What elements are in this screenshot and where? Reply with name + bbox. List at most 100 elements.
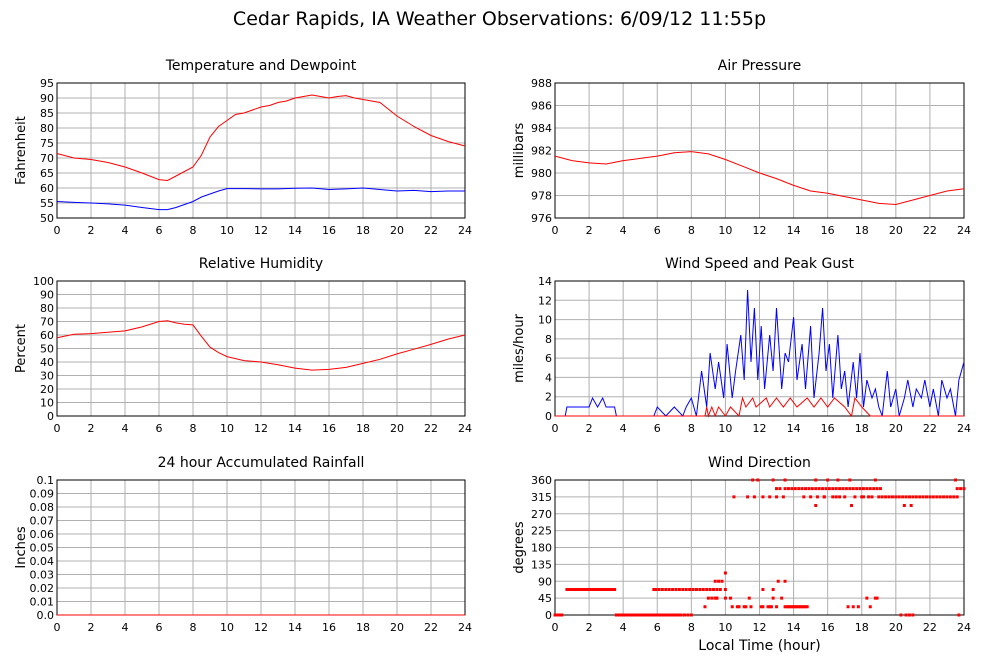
wind-direction-xtick-label: 18	[855, 621, 869, 634]
air-pressure-ytick-label: 988	[531, 77, 552, 90]
air-pressure-ytick-label: 978	[531, 190, 552, 203]
wind-direction-point	[664, 613, 668, 617]
wind-direction-point	[793, 605, 797, 609]
wind-direction-point	[723, 571, 727, 575]
wind-direction-point	[855, 487, 859, 491]
wind-direction-point	[809, 495, 813, 499]
air-pressure-xtick-label: 22	[923, 224, 937, 237]
wind-direction-point	[771, 596, 775, 600]
wind-direction-point	[609, 588, 613, 591]
wind-direction-point	[804, 605, 808, 609]
relative-humidity-ytick-label: 100	[33, 275, 54, 288]
wind-direction-point	[660, 613, 664, 617]
air-pressure-xtick-label: 2	[586, 224, 593, 237]
wind-direction-point	[645, 613, 649, 617]
wind-speed-and-peak-gust-series-line-0	[564, 289, 965, 417]
wind-direction-point	[938, 495, 942, 499]
wind-direction-point	[555, 613, 559, 617]
wind-direction-point	[660, 588, 664, 591]
temperature-and-dewpoint-xtick-label: 16	[322, 224, 336, 237]
wind-direction-point	[689, 613, 693, 617]
temperature-and-dewpoint-xtick-label: 0	[54, 224, 61, 237]
wind-direction-point	[691, 588, 695, 591]
air-pressure-title: Air Pressure	[718, 58, 801, 74]
wind-direction-point	[959, 487, 963, 491]
air-pressure-ylabel: millibars	[512, 123, 527, 179]
wind-direction-point	[873, 596, 877, 600]
wind-direction-xtick-label: 2	[586, 621, 593, 634]
wind-direction-point	[701, 588, 705, 591]
wind-direction-point	[667, 613, 671, 617]
wind-direction-point	[834, 495, 838, 499]
wind-direction-point	[694, 588, 698, 591]
wind-speed-and-peak-gust-xtick-label: 20	[889, 422, 903, 435]
wind-direction-point	[783, 579, 787, 583]
wind-direction-point	[788, 605, 792, 609]
wind-direction-point	[800, 605, 804, 609]
wind-direction-point	[684, 588, 688, 591]
wind-direction-xtick-label: 8	[688, 621, 695, 634]
wind-direction-point	[948, 495, 952, 499]
wind-direction-point	[783, 605, 787, 609]
wind-direction-point	[735, 605, 739, 609]
temperature-and-dewpoint-ytick-label: 55	[40, 197, 54, 210]
wind-direction-point	[798, 605, 802, 609]
air-pressure-xtick-label: 10	[718, 224, 732, 237]
wind-direction-point	[737, 605, 741, 609]
wind-direction-point	[952, 495, 956, 499]
wind-direction-point	[850, 504, 854, 507]
wind-direction-point	[606, 588, 610, 591]
wind-direction-point	[567, 588, 571, 591]
wind-direction-point	[942, 495, 946, 499]
relative-humidity-xtick-label: 2	[88, 422, 95, 435]
24-hour-accumulated-rainfall-xtick-label: 10	[220, 621, 234, 634]
relative-humidity-ytick-label: 80	[40, 302, 54, 315]
wind-direction-point	[780, 596, 784, 600]
wind-direction-point	[805, 605, 809, 609]
wind-direction-point	[585, 588, 589, 591]
wind-direction-point	[625, 613, 629, 617]
wind-speed-and-peak-gust-xtick-label: 8	[688, 422, 695, 435]
wind-direction-point	[572, 588, 576, 591]
wind-direction-point	[846, 605, 850, 609]
temperature-and-dewpoint-xtick-label: 10	[220, 224, 234, 237]
wind-direction-point	[602, 588, 606, 591]
wind-direction-point	[786, 487, 790, 491]
wind-direction-point	[711, 588, 715, 591]
wind-direction-point	[642, 613, 646, 617]
wind-direction-point	[698, 588, 702, 591]
wind-direction-point	[677, 588, 681, 591]
wind-direction-xtick-label: 0	[552, 621, 559, 634]
wind-direction-point	[596, 588, 600, 591]
wind-direction-point	[822, 495, 826, 499]
wind-direction-point	[681, 588, 685, 591]
wind-direction-point	[664, 588, 668, 591]
wind-direction-ytick-label: 180	[531, 542, 552, 555]
wind-speed-and-peak-gust-xtick-label: 2	[586, 422, 593, 435]
wind-direction-point	[626, 613, 630, 617]
wind-direction-point	[679, 613, 683, 617]
wind-direction-point	[931, 495, 935, 499]
wind-direction-point	[802, 605, 806, 609]
wind-speed-and-peak-gust-xtick-label: 6	[654, 422, 661, 435]
wind-speed-and-peak-gust-series-line-1	[555, 396, 964, 418]
wind-direction-ytick-label: 90	[538, 575, 552, 588]
temperature-and-dewpoint-series-line-1	[56, 187, 465, 211]
relative-humidity-ytick-label: 50	[40, 343, 54, 356]
wind-direction-point	[804, 487, 808, 491]
wind-direction-point	[911, 613, 915, 617]
wind-direction-point	[844, 487, 848, 491]
wind-direction-point	[742, 605, 746, 609]
relative-humidity-xtick-label: 16	[322, 422, 336, 435]
24-hour-accumulated-rainfall-xtick-label: 6	[156, 621, 163, 634]
wind-direction-ytick-label: 315	[531, 491, 552, 504]
wind-direction-point	[683, 613, 687, 617]
wind-direction-point	[768, 605, 772, 609]
wind-direction-point	[717, 579, 721, 583]
wind-direction-point	[955, 495, 959, 499]
wind-direction-point	[582, 588, 586, 591]
relative-humidity-xtick-label: 8	[190, 422, 197, 435]
wind-direction-point	[672, 613, 676, 617]
temperature-and-dewpoint-ytick-label: 75	[40, 137, 54, 150]
